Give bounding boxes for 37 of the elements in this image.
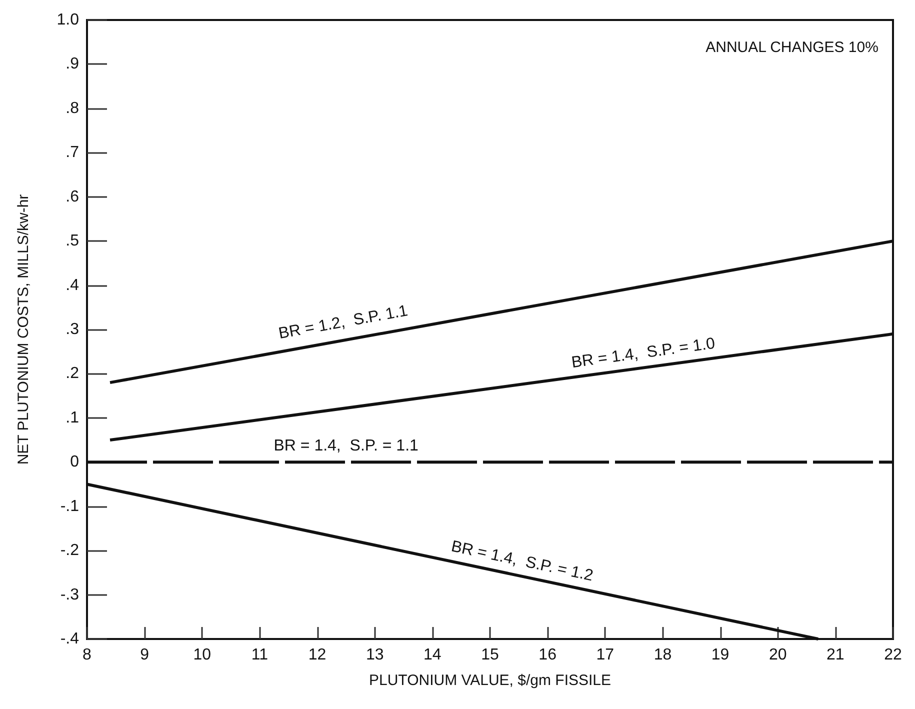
x-tick-label: 11: [251, 646, 268, 664]
x-tick-label: 16: [538, 646, 557, 664]
y-tick-label: .7: [66, 144, 80, 162]
y-tick-label: .9: [66, 56, 80, 73]
x-tick-label: 9: [140, 646, 150, 664]
y-tick-label: .1: [66, 409, 80, 426]
x-tick-label: 21: [826, 646, 844, 664]
annotation: BR = 1.4, S.P. = 1.2: [450, 538, 595, 585]
y-tick-label: .8: [66, 100, 80, 117]
x-tick-label: 8: [82, 646, 92, 664]
annotation: BR = 1.4, S.P. = 1.1: [274, 438, 419, 455]
y-tick-label: 0: [70, 454, 80, 471]
x-tick-label: 20: [768, 646, 787, 664]
y-tick-label: .5: [66, 232, 80, 250]
y-tick-label: -.1: [60, 498, 80, 515]
y-tick-label: 1.0: [56, 12, 80, 28]
annotation: ANNUAL CHANGES 10%: [706, 39, 878, 56]
x-axis-title: PLUTONIUM VALUE, $/gm FISSILE: [368, 672, 612, 689]
x-tick-label: 17: [596, 646, 614, 664]
y-axis-title: NET PLUTONIUM COSTS, MILLS/kw-hr: [15, 194, 32, 465]
x-tick-label: 19: [711, 646, 730, 664]
y-tick-label: .4: [66, 276, 80, 294]
y-tick-label: -.3: [60, 586, 80, 604]
annotation: BR = 1.2, S.P. 1.1: [277, 302, 410, 343]
y-tick-label: .6: [66, 188, 80, 206]
y-tick-label: -.2: [60, 542, 80, 560]
x-tick-label: 15: [481, 646, 499, 664]
x-tick-label: 14: [424, 646, 442, 664]
x-tick-label: 13: [366, 646, 384, 664]
x-tick-label: 12: [308, 646, 326, 664]
x-tick-label: 22: [884, 646, 902, 664]
y-tick-label: .2: [66, 365, 80, 382]
x-tick-label: 10: [193, 646, 212, 664]
annotation: BR = 1.4, S.P. = 1.0: [570, 335, 716, 372]
y-tick-label: -.4: [60, 630, 80, 648]
x-tick-label: 18: [654, 646, 672, 664]
y-tick-label: .3: [66, 321, 80, 338]
